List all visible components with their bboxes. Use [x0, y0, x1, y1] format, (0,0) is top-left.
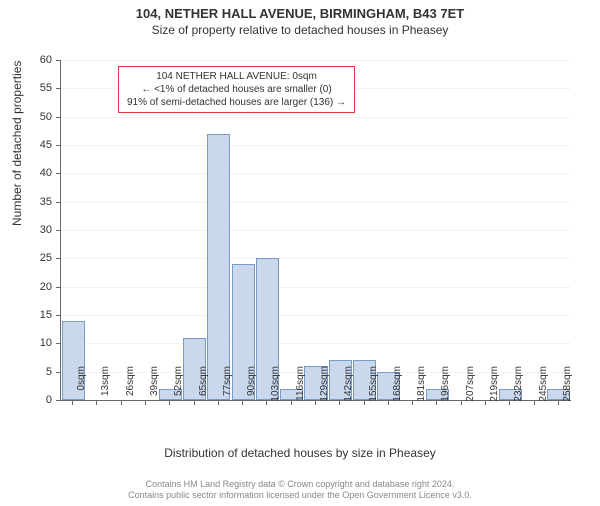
ytick-mark	[56, 117, 61, 118]
xtick-label: 168sqm	[392, 366, 403, 406]
ytick-mark	[56, 287, 61, 288]
xtick-mark	[461, 400, 462, 405]
xtick-mark	[96, 400, 97, 405]
gridline	[61, 117, 571, 118]
callout-box: 104 NETHER HALL AVENUE: 0sqm← <1% of det…	[118, 66, 355, 113]
xtick-label: 219sqm	[489, 366, 500, 406]
chart-title-main: 104, NETHER HALL AVENUE, BIRMINGHAM, B43…	[0, 6, 600, 21]
ytick-label: 60	[22, 54, 52, 66]
ytick-label: 30	[22, 224, 52, 236]
gridline	[61, 145, 571, 146]
xtick-label: 116sqm	[295, 366, 306, 406]
xtick-mark	[364, 400, 365, 405]
xtick-mark	[436, 400, 437, 405]
gridline	[61, 173, 571, 174]
ytick-label: 40	[22, 167, 52, 179]
xtick-label: 155sqm	[368, 366, 379, 406]
xtick-mark	[509, 400, 510, 405]
xtick-label: 77sqm	[222, 366, 233, 406]
callout-line: ← <1% of detached houses are smaller (0)	[127, 83, 346, 96]
chart-title-sub: Size of property relative to detached ho…	[0, 23, 600, 37]
gridline	[61, 315, 571, 316]
footer-attribution: Contains HM Land Registry data © Crown c…	[0, 479, 600, 502]
xtick-mark	[339, 400, 340, 405]
xtick-mark	[388, 400, 389, 405]
x-axis-label: Distribution of detached houses by size …	[0, 446, 600, 460]
ytick-mark	[56, 88, 61, 89]
callout-line: 91% of semi-detached houses are larger (…	[127, 96, 346, 109]
xtick-mark	[412, 400, 413, 405]
xtick-mark	[121, 400, 122, 405]
xtick-mark	[194, 400, 195, 405]
xtick-mark	[291, 400, 292, 405]
xtick-mark	[72, 400, 73, 405]
ytick-mark	[56, 202, 61, 203]
ytick-label: 25	[22, 252, 52, 264]
xtick-label: 103sqm	[270, 366, 281, 406]
histogram-bar	[207, 134, 230, 400]
ytick-label: 20	[22, 281, 52, 293]
xtick-mark	[534, 400, 535, 405]
ytick-mark	[56, 315, 61, 316]
ytick-mark	[56, 60, 61, 61]
footer-line-2: Contains public sector information licen…	[0, 490, 600, 502]
xtick-mark	[315, 400, 316, 405]
ytick-mark	[56, 258, 61, 259]
gridline	[61, 343, 571, 344]
xtick-label: 232sqm	[513, 366, 524, 406]
xtick-label: 142sqm	[343, 366, 354, 406]
xtick-label: 65sqm	[198, 366, 209, 406]
ytick-mark	[56, 145, 61, 146]
xtick-label: 129sqm	[319, 366, 330, 406]
xtick-label: 0sqm	[76, 366, 87, 406]
footer-line-1: Contains HM Land Registry data © Crown c…	[0, 479, 600, 491]
ytick-label: 55	[22, 82, 52, 94]
xtick-label: 26sqm	[125, 366, 136, 406]
ytick-label: 15	[22, 309, 52, 321]
ytick-label: 5	[22, 366, 52, 378]
gridline	[61, 230, 571, 231]
xtick-mark	[169, 400, 170, 405]
gridline	[61, 287, 571, 288]
xtick-label: 245sqm	[538, 366, 549, 406]
ytick-mark	[56, 173, 61, 174]
ytick-mark	[56, 343, 61, 344]
ytick-label: 45	[22, 139, 52, 151]
xtick-label: 207sqm	[465, 366, 476, 406]
xtick-label: 258sqm	[562, 366, 573, 406]
xtick-label: 13sqm	[100, 366, 111, 406]
gridline	[61, 60, 571, 61]
xtick-label: 90sqm	[246, 366, 257, 406]
ytick-label: 50	[22, 111, 52, 123]
xtick-mark	[218, 400, 219, 405]
gridline	[61, 202, 571, 203]
xtick-mark	[145, 400, 146, 405]
xtick-label: 39sqm	[149, 366, 160, 406]
ytick-mark	[56, 372, 61, 373]
xtick-mark	[266, 400, 267, 405]
callout-line: 104 NETHER HALL AVENUE: 0sqm	[127, 70, 346, 83]
xtick-mark	[242, 400, 243, 405]
xtick-label: 52sqm	[173, 366, 184, 406]
xtick-label: 181sqm	[416, 366, 427, 406]
ytick-label: 0	[22, 394, 52, 406]
xtick-mark	[485, 400, 486, 405]
ytick-label: 35	[22, 196, 52, 208]
gridline	[61, 258, 571, 259]
chart-area: 104 NETHER HALL AVENUE: 0sqm← <1% of det…	[60, 60, 570, 400]
xtick-label: 196sqm	[440, 366, 451, 406]
ytick-mark	[56, 400, 61, 401]
xtick-mark	[558, 400, 559, 405]
ytick-mark	[56, 230, 61, 231]
ytick-label: 10	[22, 337, 52, 349]
